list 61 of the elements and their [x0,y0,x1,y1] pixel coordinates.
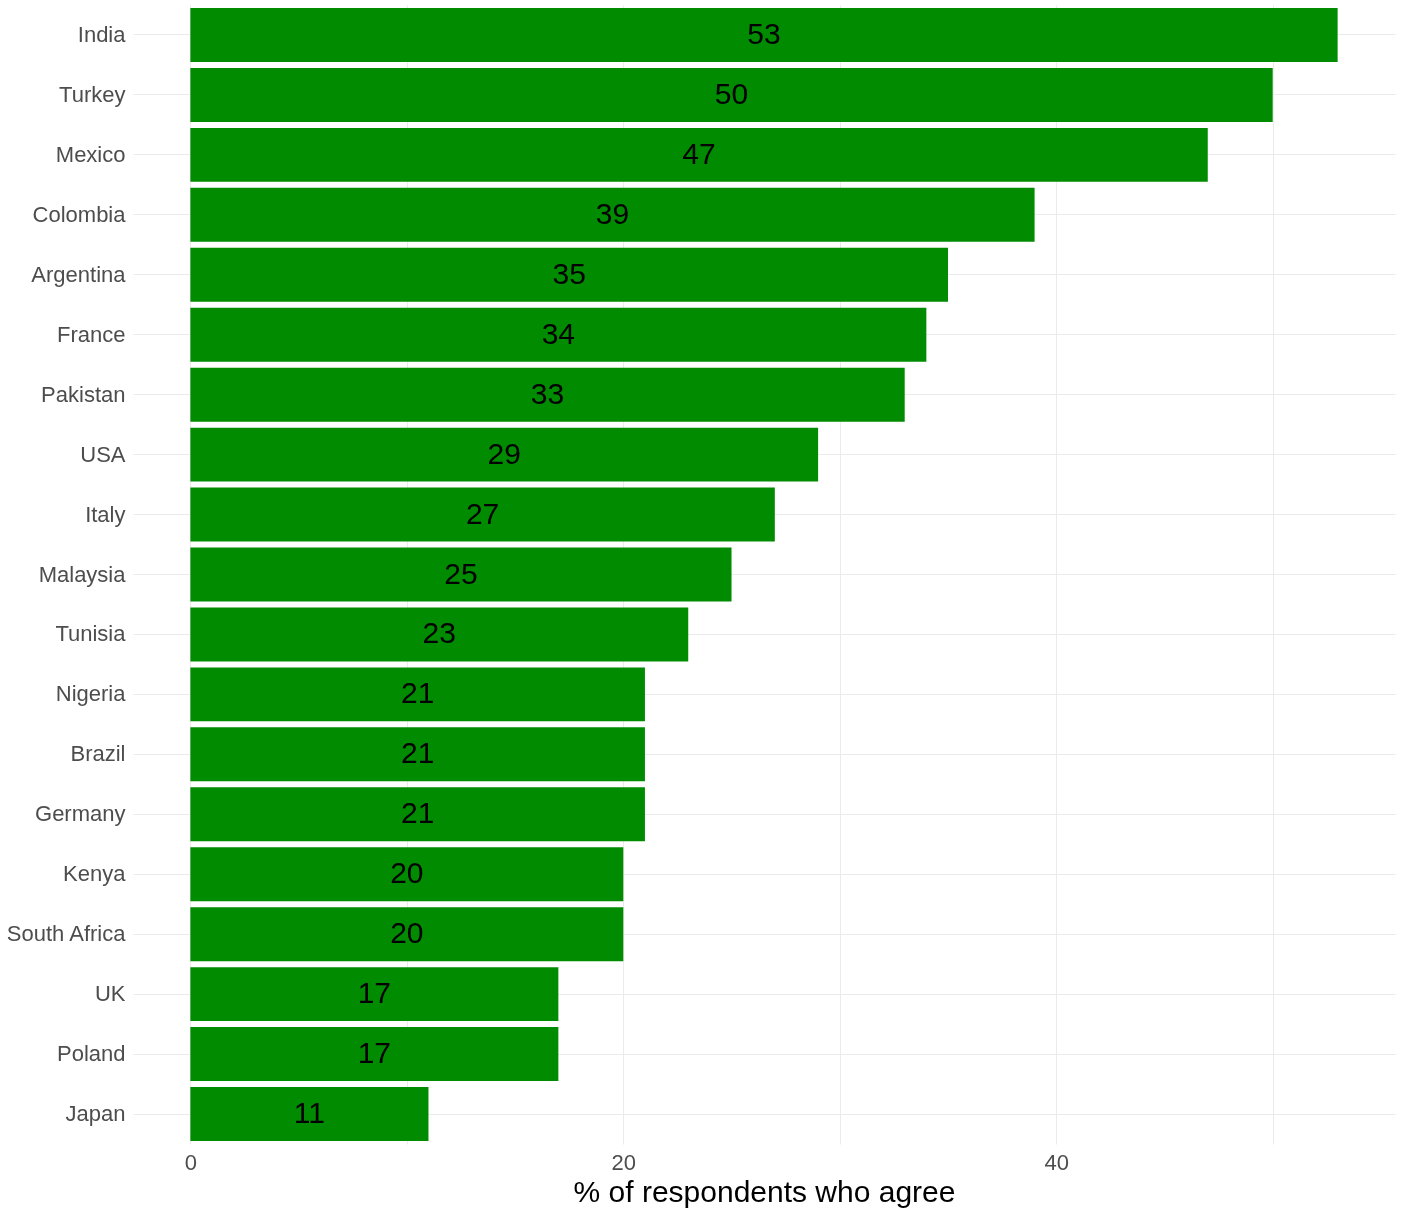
bar [190,247,948,302]
x-tick-label: 20 [611,1149,637,1175]
bar [190,127,1208,182]
y-tick-label: India [77,21,127,47]
y-tick-label: USA [80,441,126,467]
data-label: 33 [530,376,565,410]
bar [190,847,624,902]
data-label: 25 [444,556,478,590]
bar [190,727,645,782]
y-tick-label: Italy [85,501,126,527]
data-label: 29 [487,436,521,470]
bar [190,8,1338,62]
y-tick-label: Kenya [63,861,127,887]
y-tick-label: Argentina [31,261,127,287]
bar [190,787,645,842]
data-label: 23 [422,616,456,650]
data-label: 39 [595,196,630,230]
y-tick-label: Turkey [59,81,126,107]
y-tick-label: Pakistan [41,381,126,407]
bar [190,1087,429,1141]
data-label: 35 [552,256,586,290]
data-label: 21 [400,736,435,770]
data-label: 17 [357,1036,392,1070]
data-label: 27 [465,496,500,530]
bar [190,487,775,542]
data-label: 53 [747,16,781,50]
y-tick-label: Colombia [32,201,127,227]
y-tick-label: Brazil [70,741,126,767]
data-label: 20 [390,916,424,950]
bar [190,667,645,722]
x-tick-label: 0 [184,1149,197,1175]
bar [190,547,732,602]
data-label: 21 [400,676,435,710]
x-tick-label: 40 [1044,1149,1069,1175]
bar [190,187,1035,242]
bar [190,307,927,362]
y-tick-label: Nigeria [55,681,127,707]
bar [190,427,819,482]
y-tick-label: Poland [56,1041,126,1067]
data-label: 47 [682,136,716,170]
y-tick-label: France [57,321,126,347]
y-tick-label: Japan [65,1101,126,1127]
y-tick-label: Mexico [55,141,126,167]
y-tick-label: Tunisia [55,621,127,647]
bar [190,907,624,962]
y-tick-label: Malaysia [38,561,127,587]
y-tick-label: Germany [35,801,126,827]
data-label: 20 [390,856,424,890]
data-label: 11 [293,1096,325,1130]
bar [190,967,559,1022]
bar [190,367,905,422]
data-label: 34 [541,316,576,350]
data-label: 17 [357,976,392,1010]
data-label: 50 [714,76,749,110]
x-axis-title: % of respondents who agree [573,1174,956,1208]
y-tick-label: South Africa [6,921,127,947]
data-label: 21 [400,796,435,830]
bar [190,67,1273,122]
y-tick-label: UK [94,981,126,1007]
bar [190,1027,559,1082]
bar [190,607,689,662]
